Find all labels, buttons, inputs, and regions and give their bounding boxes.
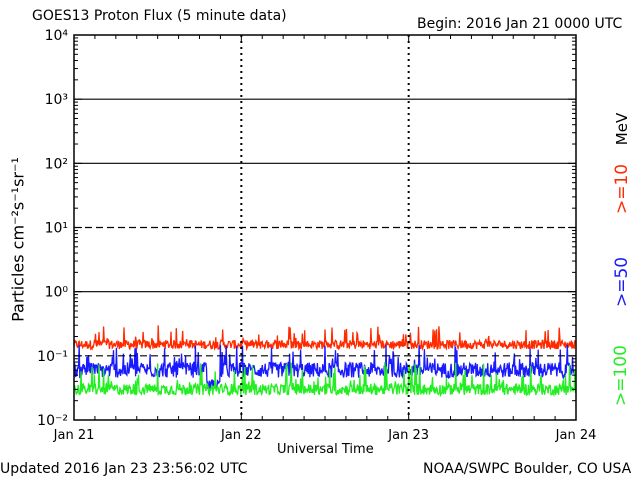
series-line-ge10 (73, 325, 576, 352)
chart-title: GOES13 Proton Flux (5 minute data) (32, 8, 287, 24)
begin-label: Begin: 2016 Jan 21 0000 UTC (417, 16, 623, 32)
x-axis-label: Universal Time (277, 442, 374, 457)
y-axis-label: Particles cm⁻²s⁻¹sr⁻¹ (8, 157, 28, 322)
unit-label: MeV (613, 112, 631, 146)
legend-ge100: >=100 (611, 345, 631, 406)
x-tick-label: Jan 21 (53, 428, 95, 443)
y-tick-label: 10¹ (45, 221, 68, 237)
x-tick-label: Jan 22 (220, 428, 262, 443)
updated-timestamp: Updated 2016 Jan 23 23:56:02 UTC (0, 461, 248, 477)
x-tick-label: Jan 24 (555, 428, 597, 443)
y-tick-label: 10⁴ (45, 28, 69, 44)
series-line-ge100 (73, 362, 577, 398)
y-tick-label: 10⁻² (37, 413, 68, 429)
source-credit: NOAA/SWPC Boulder, CO USA (423, 461, 632, 477)
y-tick-label: 10³ (45, 92, 68, 108)
legend-ge50: >=50 (612, 256, 632, 307)
y-tick-label: 10² (45, 156, 68, 172)
y-tick-label: 10⁰ (45, 285, 69, 301)
legend-ge10: >=10 (612, 163, 632, 214)
x-tick-label: Jan 23 (387, 428, 429, 443)
y-tick-label: 10⁻¹ (37, 349, 68, 365)
